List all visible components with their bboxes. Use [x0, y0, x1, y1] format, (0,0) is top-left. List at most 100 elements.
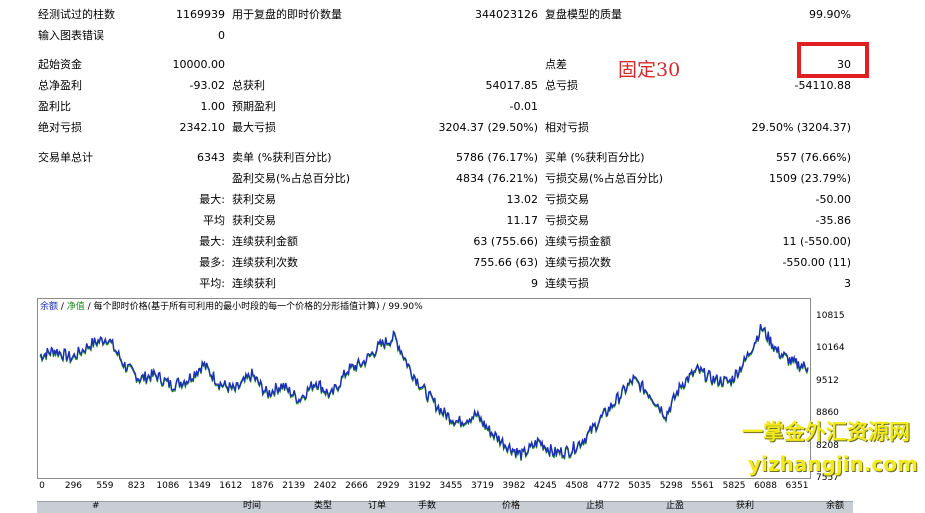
- max-consec-losses-value: 11 (-550.00): [782, 235, 851, 248]
- quality-value: 99.90%: [809, 8, 851, 21]
- average-profit-label: 获利交易: [232, 214, 276, 227]
- col-order[interactable]: 订单: [368, 501, 387, 511]
- fixed-spread-annotation: 固定30: [618, 59, 681, 81]
- x-tick-label: 5298: [659, 481, 683, 491]
- x-tick-label: 1876: [250, 481, 274, 491]
- x-tick-label: 6351: [785, 481, 809, 491]
- gross-loss-value: -54110.88: [794, 79, 851, 92]
- col-lots[interactable]: 手数: [418, 501, 437, 511]
- net-profit-value: -93.02: [189, 79, 225, 92]
- abs-drawdown-label: 绝对亏损: [38, 121, 82, 134]
- loss-trades-value: 1509 (23.79%): [768, 172, 851, 185]
- x-tick-label: 4245: [533, 481, 557, 491]
- abs-drawdown-value: 2342.10: [179, 121, 226, 134]
- short-positions-label: 卖单 (%获利百分比): [232, 151, 332, 164]
- col-profit[interactable]: 获利: [736, 501, 755, 511]
- max-consec-profit-prefix: 最多:: [199, 256, 225, 269]
- legend-quality: 99.90%: [388, 302, 423, 312]
- legend-separator: /: [58, 302, 67, 312]
- balance-chart: [37, 298, 811, 479]
- average-profit-value: 11.17: [506, 214, 539, 227]
- ticks-value: 344023126: [475, 8, 538, 21]
- max-consec-profit-label: 连续获利次数: [232, 256, 298, 269]
- balance-chart-svg: [39, 323, 809, 462]
- x-tick-label: 3982: [502, 481, 526, 491]
- rel-drawdown-label: 相对亏损: [545, 121, 589, 134]
- y-tick-label: 9512: [816, 375, 839, 386]
- y-tick-label: 10164: [816, 343, 845, 354]
- legend-model-text: 每个即时价格(基于所有可利用的最小时段的每一个价格的分形插值计算): [93, 302, 380, 312]
- expected-payoff-value: -0.01: [509, 100, 538, 113]
- balance-series-line: [39, 323, 809, 460]
- short-positions-value: 5786 (76.17%): [455, 151, 538, 164]
- x-tick-label: 2139: [282, 481, 306, 491]
- y-tick-label: 8860: [816, 408, 839, 419]
- col-time[interactable]: 时间: [243, 501, 262, 511]
- x-tick-label: 559: [96, 481, 114, 491]
- avg-consec-wins-value: 9: [531, 277, 538, 290]
- col-takeprofit[interactable]: 止盈: [666, 501, 685, 511]
- x-tick-label: 5825: [722, 481, 746, 491]
- profit-trades-label: 盈利交易(%占总百分比): [232, 172, 351, 185]
- total-trades-value: 6343: [197, 151, 225, 164]
- watermark-url: yizhangjin.com: [748, 452, 918, 476]
- max-consec-prefix: 最大:: [199, 235, 225, 248]
- loss-trades-label: 亏损交易(%占总百分比): [545, 172, 664, 185]
- ticks-label: 用于复盘的即时价数量: [232, 8, 342, 21]
- long-positions-value: 557 (76.66%): [775, 151, 851, 164]
- x-tick-label: 0: [39, 481, 45, 491]
- x-tick-label: 296: [64, 481, 83, 491]
- gross-profit-value: 54017.85: [485, 79, 539, 92]
- max-consec-profit-value: 755.66 (63): [473, 256, 538, 269]
- deposit-value: 10000.00: [172, 58, 226, 71]
- col-price[interactable]: 价格: [502, 501, 521, 511]
- trade-table-header: [37, 501, 853, 513]
- legend-equity: 净值: [66, 302, 85, 312]
- long-positions-label: 买单 (%获利百分比): [545, 151, 645, 164]
- legend-separator: /: [379, 302, 389, 312]
- gross-loss-label: 总亏损: [545, 79, 578, 92]
- x-tick-label: 3719: [470, 481, 494, 491]
- max-drawdown-value: 3204.37 (29.50%): [438, 121, 538, 134]
- profit-factor-label: 盈利比: [38, 100, 71, 113]
- max-consec-wins-label: 连续获利金额: [232, 235, 298, 248]
- average-prefix: 平均: [203, 214, 225, 227]
- avg-consec-wins-label: 连续获利: [232, 277, 276, 290]
- x-tick-label: 823: [127, 481, 145, 491]
- largest-prefix: 最大:: [199, 193, 225, 206]
- max-drawdown-label: 最大亏损: [232, 121, 276, 134]
- x-tick-label: 1349: [187, 481, 211, 491]
- y-tick-label: 8208: [816, 440, 839, 451]
- avg-consec-prefix: 平均:: [199, 277, 225, 290]
- equity-series-line: [39, 325, 809, 462]
- avg-consec-losses-value: 3: [844, 277, 851, 290]
- y-tick-label: 7557: [816, 473, 839, 483]
- largest-profit-value: 13.02: [506, 193, 539, 206]
- spread-value: 30: [837, 58, 851, 71]
- total-trades-label: 交易单总计: [38, 151, 93, 164]
- legend-separator: /: [84, 302, 94, 312]
- quality-label: 复盘模型的质量: [545, 8, 622, 21]
- col-type[interactable]: 类型: [314, 501, 333, 511]
- errors-label: 输入图表错误: [38, 29, 104, 42]
- x-tick-label: 2666: [345, 481, 369, 491]
- x-tick-label: 2929: [376, 481, 400, 491]
- col-number[interactable]: #: [92, 501, 100, 511]
- spread-label: 点差: [545, 58, 567, 71]
- x-tick-label: 4772: [596, 481, 620, 491]
- max-consec-losses-label: 连续亏损金额: [545, 235, 611, 248]
- x-tick-label: 5561: [691, 481, 715, 491]
- profit-trades-value: 4834 (76.21%): [455, 172, 538, 185]
- expected-payoff-label: 预期盈利: [232, 100, 276, 113]
- col-balance[interactable]: 余额: [826, 501, 845, 511]
- bars-tested-label: 经测试过的柱数: [38, 8, 115, 21]
- largest-profit-label: 获利交易: [232, 193, 276, 206]
- col-stoploss[interactable]: 止损: [586, 501, 605, 511]
- x-tick-label: 3192: [408, 481, 431, 491]
- x-tick-label: 1086: [156, 481, 180, 491]
- net-profit-label: 总净盈利: [38, 79, 82, 92]
- x-tick-label: 5035: [628, 481, 652, 491]
- gross-profit-label: 总获利: [232, 79, 265, 92]
- largest-loss-value: -50.00: [815, 193, 851, 206]
- rel-drawdown-value: 29.50% (3204.37): [751, 121, 851, 134]
